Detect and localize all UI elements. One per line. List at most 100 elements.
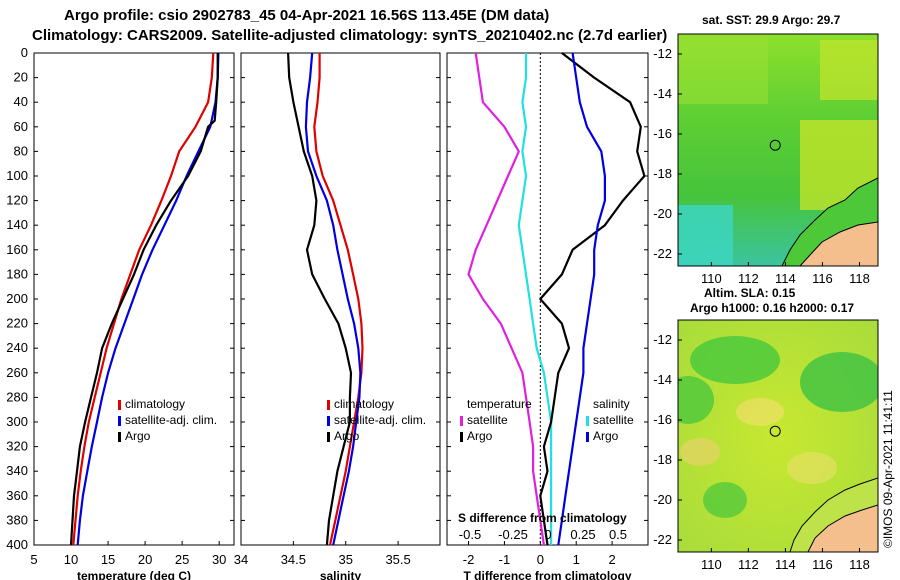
land (808, 505, 878, 552)
argo-float-marker (769, 425, 781, 437)
temperature-legend: climatology satellite-adj. clim. Argo (118, 397, 217, 443)
salinity-legend: climatology satellite-adj. clim. Argo (327, 397, 426, 443)
s-diff-tick-label: 0 (544, 527, 551, 542)
s-diff-tick-label: -0.5 (459, 527, 481, 542)
sla-map-title-1: Altim. SLA: 0.15 (704, 286, 796, 300)
legend-climatology: climatology (125, 397, 185, 411)
coastline (781, 177, 878, 266)
x-axis-label: temperature (deg C) (77, 569, 191, 580)
s-difference-ticks: -0.5 -0.25 0 0.25 0.5 (459, 527, 627, 542)
legend-swatch-temp-argo (460, 432, 463, 442)
temperature-profile: 5 10 15 20 25 30 temperature (deg C) (30, 52, 226, 580)
depth-tick-label: 240 (6, 340, 28, 355)
map-lat-label: -12 (653, 332, 672, 347)
legend-argo: Argo (334, 429, 360, 443)
series-line-satellite-adj-clim- (76, 52, 220, 546)
map-lon-label: 112 (738, 557, 759, 572)
legend-temp-satellite: satellite (467, 413, 508, 427)
map-lat-label: -14 (653, 86, 672, 101)
depth-tick-label: 40 (14, 94, 28, 109)
x-tick-label: 34 (234, 552, 248, 567)
sla-low (800, 352, 878, 412)
sst-map-ticks: -12 -14 -16 -18 -20 -22 110 112 114 116 118 (653, 46, 870, 286)
x-axis-label: salinity (320, 569, 362, 580)
depth-tick-label: 100 (6, 168, 28, 183)
legend-swatch-sal-argo (586, 432, 589, 442)
map-lat-label: -20 (653, 206, 672, 221)
depth-tick-label: 340 (6, 463, 28, 478)
x-axis-label: T difference from climatology (463, 569, 631, 580)
series-line-climatology (313, 53, 364, 546)
s-diff-tick-label: -0.25 (498, 527, 528, 542)
sla-map-ticks: -12 -14 -16 -18 -20 -22 110 112 114 116 118 (653, 332, 870, 572)
x-tick-label: 0 (537, 552, 544, 567)
title-line-1: Argo profile: csio 2902783_45 04-Apr-202… (64, 7, 549, 24)
legend-swatch-satellite (118, 416, 121, 426)
map-lat-label: -12 (653, 46, 672, 61)
series-line-temperature-satellite (467, 52, 545, 546)
sst-cool-patch (678, 205, 733, 266)
legend-salinity-title: salinity (593, 397, 630, 411)
x-tick-label: 35 (339, 552, 353, 567)
x-tick-label: 20 (138, 552, 152, 567)
depth-tick-label: 260 (6, 365, 28, 380)
series-line-argo (287, 52, 353, 546)
coastline (799, 221, 878, 266)
sla-low (678, 376, 714, 424)
series-line-temperature-argo (539, 52, 646, 546)
sla-map-title-2: Argo h1000: 0.16 h2000: 0.17 (690, 301, 854, 315)
x-tick-label: 30 (212, 552, 226, 567)
legend-swatch-satellite (327, 416, 330, 426)
map-lat-label: -14 (653, 372, 672, 387)
legend-swatch-temp-satellite (460, 416, 463, 426)
title-line-2: Climatology: CARS2009. Satellite-adjuste… (32, 27, 667, 44)
map-lat-label: -16 (653, 126, 672, 141)
depth-tick-label: 200 (6, 291, 28, 306)
sst-map-title: sat. SST: 29.9 Argo: 29.7 (702, 13, 841, 27)
series-line-salinity-satellite (517, 53, 553, 545)
depth-tick-label: 320 (6, 439, 28, 454)
argo-float-marker (769, 139, 781, 151)
sst-map-frame (677, 33, 879, 267)
x-tick-label: -1 (499, 552, 511, 567)
depth-axis: 0 20 40 60 80 100 120 140 160 180 200 220 240 260 280 3… (6, 45, 648, 552)
map-lon-label: 116 (812, 271, 833, 286)
series-line-climatology (72, 52, 215, 546)
x-tick-label: 34.5 (281, 552, 306, 567)
x-tick-label: 1 (573, 552, 580, 567)
legend-climatology: climatology (334, 397, 394, 411)
series-line-salinity-argo (557, 52, 607, 546)
depth-tick-label: 300 (6, 414, 28, 429)
depth-tick-label: 380 (6, 512, 28, 527)
salinity-profile: 34 34.5 35 35.5 salinity (234, 52, 411, 580)
sst-patch (820, 40, 878, 100)
map-lon-label: 110 (701, 271, 722, 286)
depth-tick-label: 220 (6, 316, 28, 331)
x-tick-label: 15 (101, 552, 115, 567)
depth-tick-label: 400 (6, 537, 28, 552)
legend-sal-argo: Argo (593, 429, 619, 443)
map-lon-label: 116 (812, 557, 833, 572)
coastline (789, 477, 878, 552)
series-line-satellite-adj-clim- (304, 52, 362, 546)
land (800, 222, 878, 266)
map-lon-label: 118 (849, 557, 870, 572)
sla-map: Altim. SLA: 0.15 Argo h1000: 0.16 h2000:… (653, 286, 879, 572)
legend-swatch-climatology (327, 400, 330, 410)
depth-tick-label: 0 (21, 45, 28, 60)
legend-satellite-adj: satellite-adj. clim. (334, 413, 426, 427)
depth-tick-label: 140 (6, 217, 28, 232)
map-lon-label: 110 (701, 557, 722, 572)
imos-credit: ©IMOS 09-Apr-2021 11:41:11 (881, 390, 895, 548)
map-lon-label: 118 (849, 271, 870, 286)
coastline (807, 504, 878, 552)
legend-swatch-climatology (118, 400, 121, 410)
legend-temperature-title: temperature (467, 397, 532, 411)
x-tick-label: 10 (64, 552, 78, 567)
salinity-panel-frame (240, 52, 441, 546)
legend-sal-satellite: satellite (593, 413, 634, 427)
map-lon-label: 112 (738, 271, 759, 286)
sla-low (703, 482, 747, 518)
sla-map-frame (677, 319, 879, 553)
